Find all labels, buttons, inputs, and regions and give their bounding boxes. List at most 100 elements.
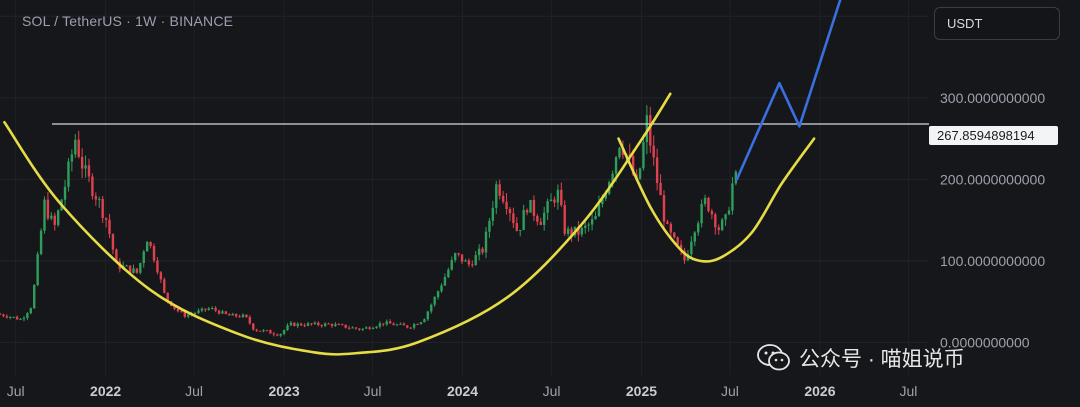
candle-body — [310, 323, 313, 325]
candle-body — [645, 115, 649, 143]
candle-body — [440, 285, 443, 292]
candle-body — [382, 323, 385, 325]
candle-body — [15, 316, 19, 320]
candle-body — [293, 322, 296, 327]
candle-body — [690, 241, 693, 255]
candle-body — [676, 237, 679, 245]
candle-body — [392, 323, 395, 326]
candle-body — [433, 297, 436, 305]
candle-body — [94, 196, 98, 200]
candle-body — [80, 156, 84, 169]
candle-body — [566, 228, 570, 234]
candle-body — [693, 232, 696, 242]
candle-body — [402, 323, 406, 326]
candle-body — [234, 313, 238, 317]
x-tick-label: 2022 — [90, 383, 121, 399]
candle-body — [176, 308, 180, 312]
candle-body — [652, 145, 655, 158]
candle-body — [553, 199, 556, 203]
candle-body — [529, 200, 532, 213]
candle-body — [33, 285, 36, 309]
candle-body — [341, 324, 344, 326]
x-tick-label: 2025 — [626, 383, 657, 399]
candle-body — [258, 330, 262, 332]
candle-body — [508, 208, 512, 214]
candle-body — [255, 329, 258, 331]
candle-body — [87, 165, 91, 177]
candle-body — [673, 232, 676, 238]
candle-body — [375, 326, 378, 328]
candle-body — [63, 186, 67, 200]
candle-body — [594, 216, 597, 220]
candle-body — [388, 321, 392, 324]
candle-body — [9, 316, 12, 318]
candle-body — [262, 330, 265, 332]
candle-body — [354, 327, 358, 329]
candle-body — [200, 308, 204, 311]
candle-body — [505, 201, 508, 209]
x-tick-label: Jul — [899, 383, 917, 399]
candle-body — [666, 221, 669, 224]
candle-body — [385, 321, 388, 325]
candle-body — [703, 197, 707, 205]
candle-body — [419, 322, 423, 325]
candle-body — [710, 210, 714, 215]
candle-body — [36, 254, 39, 286]
candle-body — [282, 330, 286, 334]
candle-body — [546, 201, 549, 213]
candle-body — [139, 263, 142, 273]
candle-body — [193, 312, 197, 314]
x-tick-label: Jul — [7, 383, 25, 399]
candle-body — [474, 255, 477, 266]
candle-body — [327, 323, 330, 325]
projection-line — [735, 0, 842, 181]
candle-body — [717, 227, 720, 231]
candle-body — [378, 323, 382, 327]
candle-body — [289, 322, 293, 326]
candle-body — [337, 324, 341, 326]
candle-body — [98, 198, 101, 200]
candle-body — [224, 311, 228, 314]
candle-body — [471, 264, 474, 266]
candle-body — [241, 314, 245, 318]
candle-body — [412, 324, 416, 328]
candle-body — [669, 223, 673, 233]
x-tick-label: 2023 — [268, 383, 299, 399]
candle-body — [197, 310, 200, 313]
candle-body — [347, 327, 351, 329]
candle-body — [399, 323, 402, 325]
candle-body — [313, 322, 317, 325]
candle-body — [584, 225, 587, 228]
grid-lines — [0, 0, 928, 375]
candle-body — [563, 205, 566, 234]
candle-body — [334, 324, 337, 326]
candle-body — [276, 334, 279, 336]
candle-body — [111, 234, 115, 250]
candle-body — [53, 215, 56, 225]
y-tick-label: 300.0000000000 — [940, 90, 1045, 106]
candle-body — [204, 308, 207, 310]
currency-label: USDT — [947, 16, 983, 31]
candle-body — [183, 311, 187, 317]
candle-body — [447, 269, 450, 278]
candle-body — [522, 209, 525, 231]
candle-body — [642, 142, 645, 169]
y-axis: 0.0000000000 100.0000000000 200.0000000000… — [940, 8, 1045, 350]
candle-body — [0, 313, 2, 315]
candle-body — [501, 195, 505, 202]
currency-selector[interactable]: USDT — [934, 7, 1060, 40]
candle-body — [491, 207, 495, 221]
candle-body — [467, 260, 471, 265]
candle-body — [604, 193, 607, 199]
cup-arc — [3, 92, 672, 356]
candle-body — [210, 307, 214, 309]
candle-body — [556, 189, 560, 203]
candle-body — [245, 314, 248, 318]
candle-body — [125, 265, 128, 267]
candle-body — [368, 327, 371, 329]
candle-body — [306, 323, 310, 326]
candle-body — [536, 215, 539, 222]
candle-body — [163, 279, 166, 293]
candle-body — [74, 139, 77, 155]
